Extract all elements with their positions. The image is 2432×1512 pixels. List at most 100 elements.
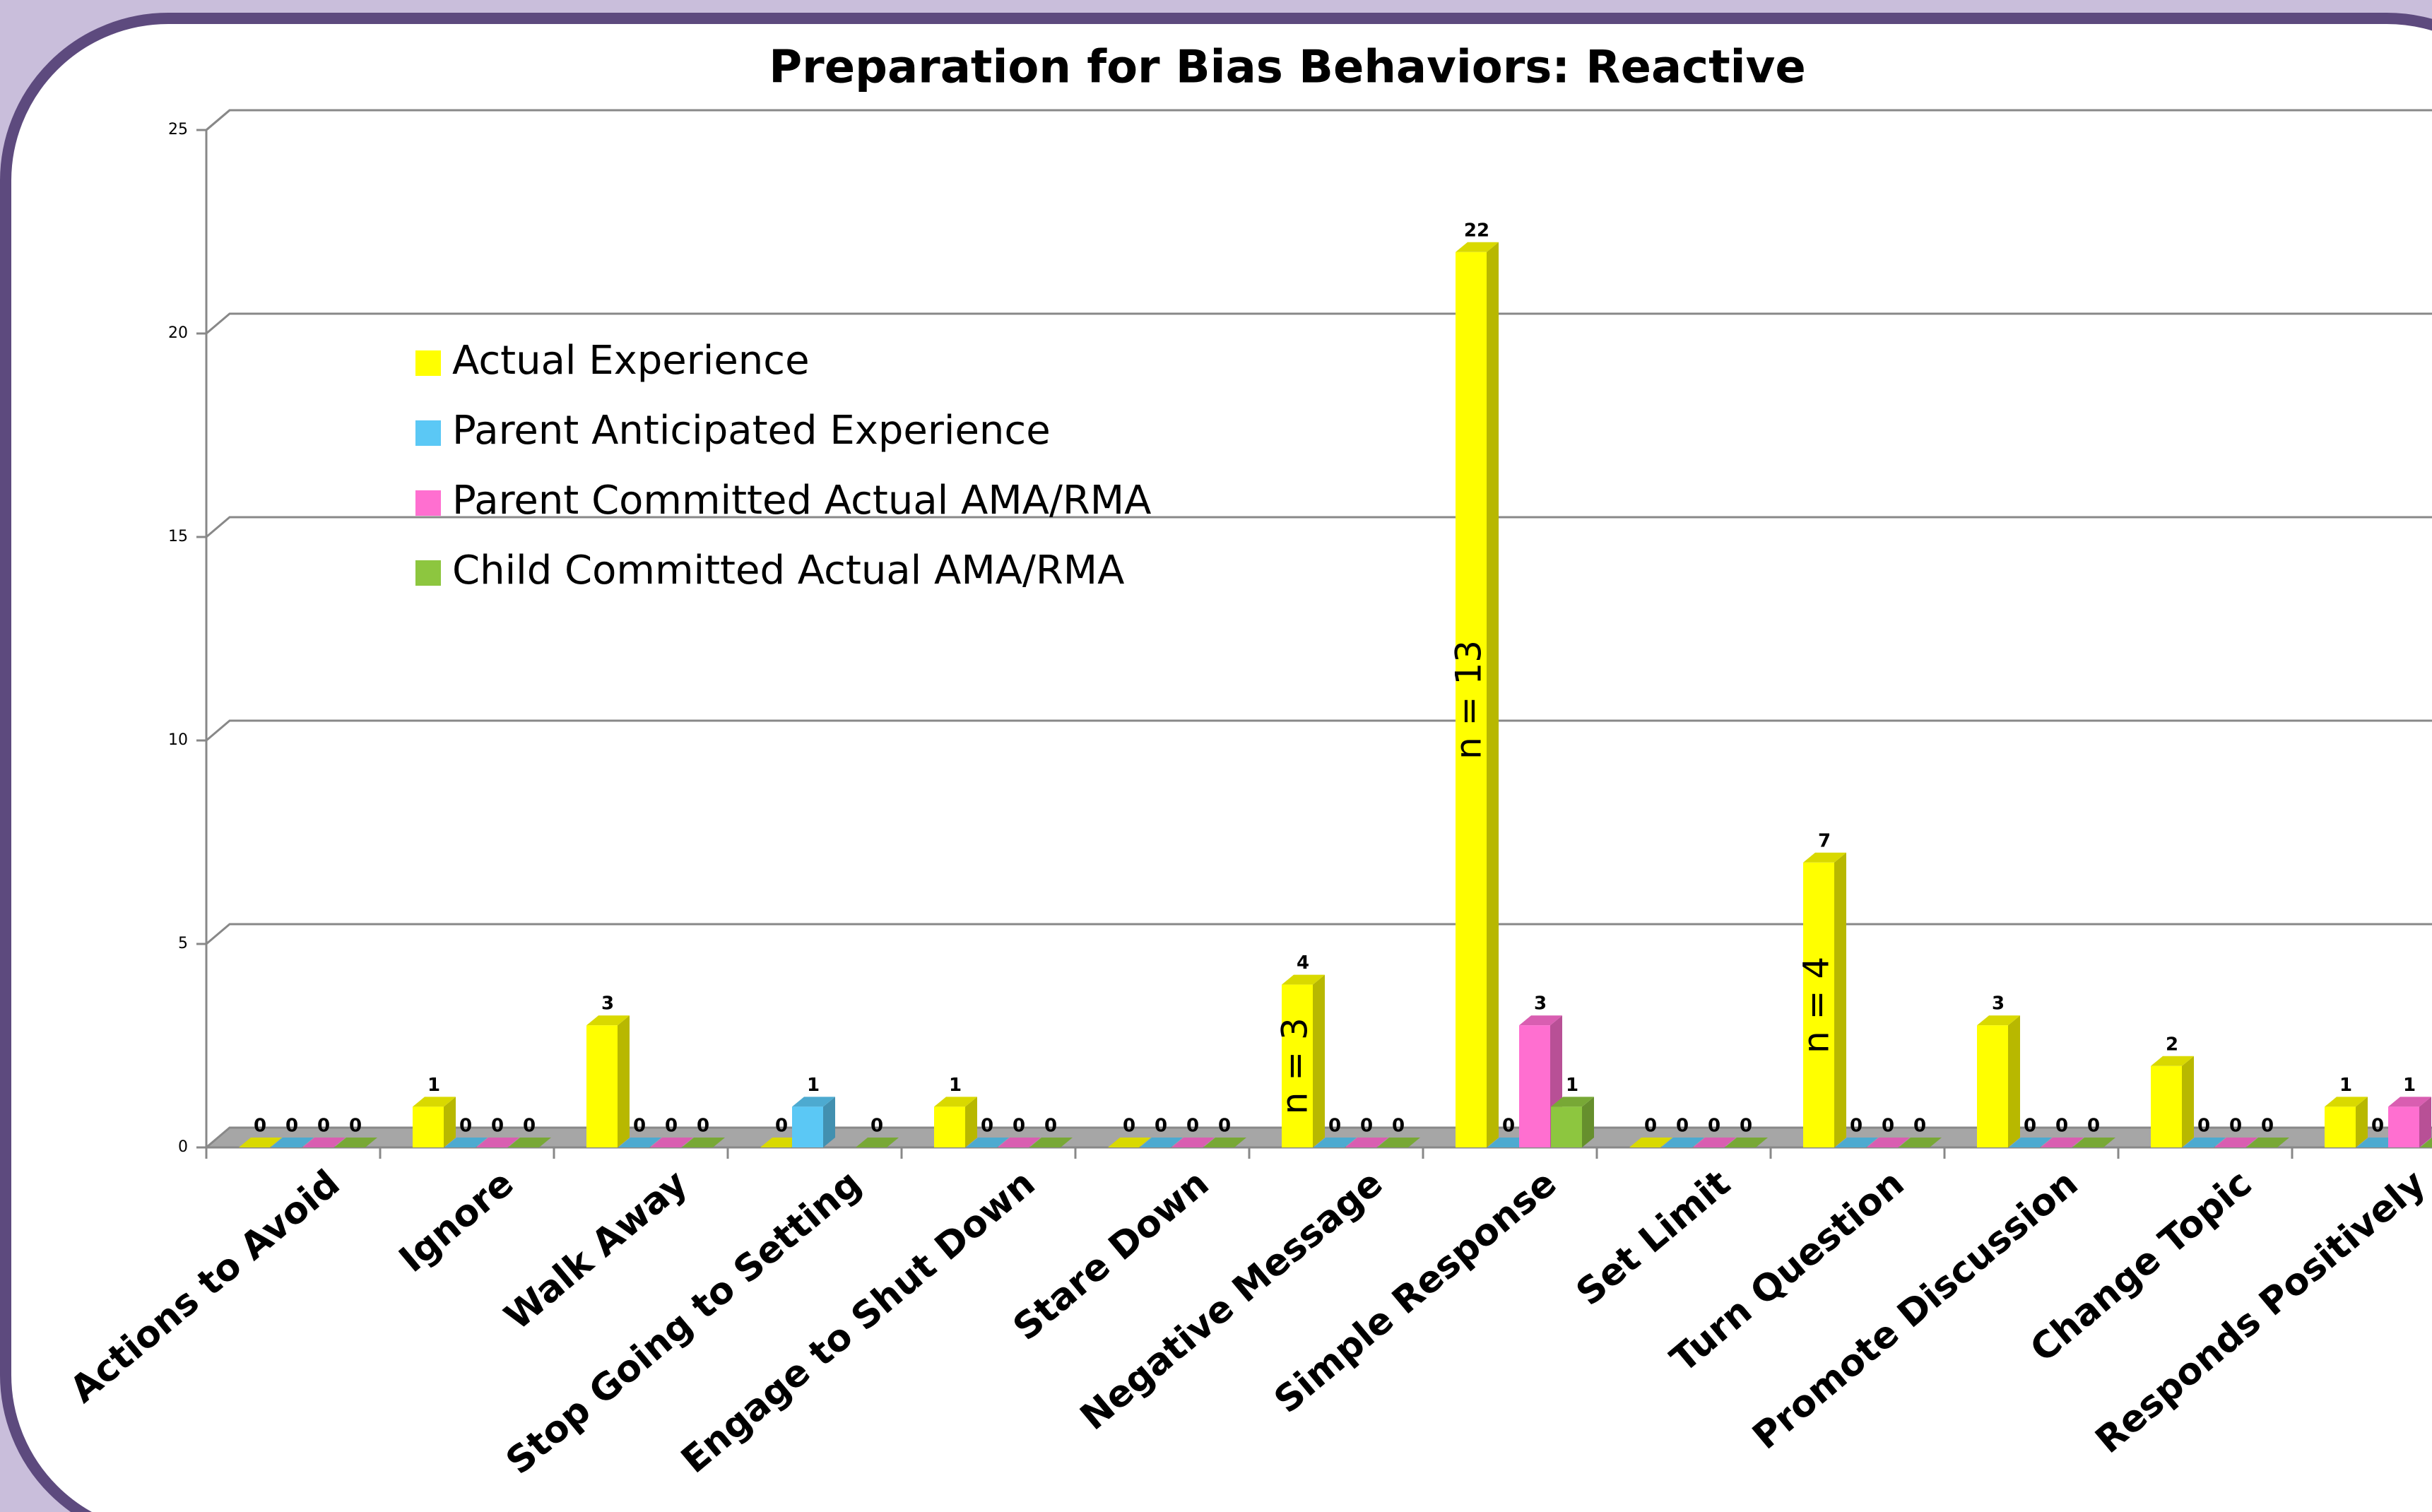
bar-side <box>2356 1097 2368 1147</box>
value-label: 3 <box>1534 993 1547 1015</box>
bar-top <box>2183 1138 2226 1147</box>
bar-side <box>618 1015 630 1147</box>
bar <box>792 1097 835 1147</box>
bar <box>1835 1138 1878 1147</box>
bar-top <box>1977 1015 2020 1026</box>
bar <box>2009 1138 2052 1147</box>
value-label: 0 <box>523 1116 536 1137</box>
bar <box>1629 1138 1672 1147</box>
value-label: 0 <box>2197 1116 2210 1137</box>
bar <box>1661 1138 1704 1147</box>
bar <box>1108 1138 1151 1147</box>
value-label: 4 <box>1297 952 1309 974</box>
value-label: 7 <box>1818 830 1831 851</box>
bar <box>2214 1138 2257 1147</box>
value-label: 1 <box>2339 1075 2352 1096</box>
bar-top <box>413 1097 456 1107</box>
bar-top <box>2151 1056 2194 1066</box>
bar-front <box>2151 1065 2182 1147</box>
bar <box>1519 1015 1562 1147</box>
grid-line <box>206 516 2432 538</box>
bar-top <box>2041 1138 2084 1147</box>
bar-front <box>1977 1025 2008 1147</box>
bar <box>413 1097 456 1147</box>
bar <box>1899 1138 1942 1147</box>
bar-side <box>1313 974 1325 1147</box>
value-label: 0 <box>2229 1116 2242 1137</box>
bar-front <box>1282 984 1313 1147</box>
y-tick-label: 25 <box>168 121 188 138</box>
value-label: 1 <box>807 1075 820 1096</box>
bar-top <box>1551 1097 1594 1107</box>
value-label: 0 <box>1913 1116 1926 1137</box>
value-label: 3 <box>1992 993 2005 1015</box>
value-label: 0 <box>697 1116 709 1137</box>
grid-line <box>206 1126 2432 1149</box>
grid-line <box>206 312 2432 335</box>
y-tick-label: 20 <box>168 324 188 342</box>
bar-top <box>508 1138 551 1147</box>
bar <box>1029 1138 1073 1147</box>
value-label: 0 <box>2055 1116 2068 1137</box>
bar-front <box>1803 862 1834 1147</box>
bar-top <box>1314 1138 1357 1147</box>
value-label: 0 <box>665 1116 678 1137</box>
value-label: 1 <box>949 1075 962 1096</box>
bar-top <box>1029 1138 1073 1147</box>
bar <box>1693 1138 1736 1147</box>
grid-line <box>206 923 2432 945</box>
bar-front <box>2388 1106 2419 1147</box>
bar <box>239 1138 282 1147</box>
bar-top <box>1108 1138 1151 1147</box>
bar-top <box>1203 1138 1246 1147</box>
bar-side <box>823 1097 835 1147</box>
bar-top <box>682 1138 725 1147</box>
bar-top <box>1519 1015 1562 1026</box>
bar-top <box>444 1138 488 1147</box>
bar <box>618 1138 661 1147</box>
bar <box>856 1138 899 1147</box>
value-label: 0 <box>1218 1116 1231 1137</box>
bar-top <box>618 1138 661 1147</box>
value-label: 0 <box>1502 1116 1515 1137</box>
bar-front <box>792 1106 823 1147</box>
bar <box>1725 1138 1768 1147</box>
bar-top <box>1140 1138 1183 1147</box>
bar-front <box>586 1025 618 1147</box>
legend-label: Parent Anticipated Experience <box>452 408 1051 454</box>
y-tick-label: 10 <box>168 731 188 749</box>
bar <box>2420 1138 2432 1147</box>
bar-side <box>1582 1097 1594 1147</box>
legend-swatch <box>415 560 441 586</box>
bar-front <box>2325 1106 2356 1147</box>
bar-top <box>2214 1138 2257 1147</box>
bar-side <box>1487 242 1499 1147</box>
bar-front <box>1519 1025 1550 1147</box>
value-label: 1 <box>1566 1075 1578 1096</box>
bar-top <box>586 1015 630 1026</box>
bar <box>2388 1097 2431 1147</box>
bar-top <box>1629 1138 1672 1147</box>
bar <box>1345 1138 1388 1147</box>
bar-front <box>934 1106 965 1147</box>
bar-top <box>1693 1138 1736 1147</box>
bar-top <box>2325 1097 2368 1107</box>
value-label: 0 <box>775 1116 788 1137</box>
value-label: 0 <box>1644 1116 1657 1137</box>
bar <box>508 1138 551 1147</box>
value-label: 0 <box>2371 1116 2384 1137</box>
value-label: 1 <box>2403 1075 2416 1096</box>
bar <box>1803 852 1846 1147</box>
value-label: 2 <box>2166 1034 2178 1055</box>
value-label: 0 <box>317 1116 330 1137</box>
bar <box>586 1015 630 1147</box>
bar-top <box>271 1138 314 1147</box>
value-label: 0 <box>1360 1116 1373 1137</box>
annotation: n = 13 <box>1448 640 1489 760</box>
value-label: 0 <box>2087 1116 2100 1137</box>
bar-top <box>1282 974 1325 985</box>
bar <box>1314 1138 1357 1147</box>
value-label: 0 <box>1676 1116 1689 1137</box>
bar-top <box>2009 1138 2052 1147</box>
